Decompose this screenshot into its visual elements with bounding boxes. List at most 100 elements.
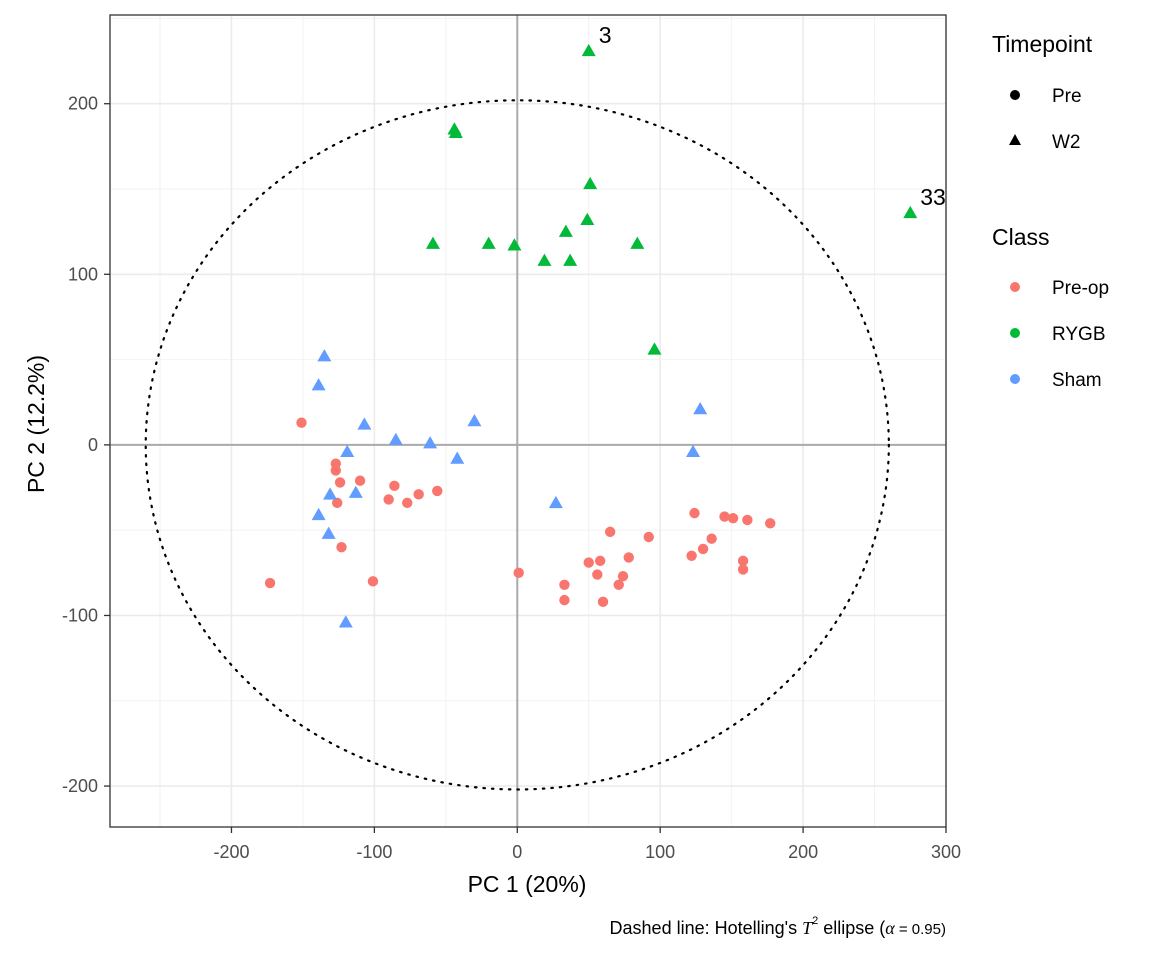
x-tick-label: -200 [213,842,249,862]
data-point [332,497,343,509]
caption-t: T [802,918,814,938]
x-axis-title: PC 1 (20%) [468,871,587,897]
legend-key-rygb [1010,328,1020,338]
x-tick-label: 200 [788,842,818,862]
data-point [481,236,496,249]
data-point [338,615,353,628]
data-point [686,550,697,561]
legend-label-sham: Sham [1052,370,1102,391]
data-point [742,514,753,526]
data-point [317,349,332,362]
data-point [697,543,709,555]
data-point [597,596,609,608]
data-point [413,489,424,500]
point-annotation: 3 [599,22,612,48]
data-point [581,43,596,57]
plot-panel: 333 [109,14,947,828]
data-point [548,495,563,509]
data-point [311,507,326,521]
data-point [559,594,570,606]
legend-label-rygb: RYGB [1052,324,1106,345]
panel-background [110,15,946,827]
caption-middle: ellipse ( [818,918,885,938]
data-point [264,577,276,589]
legend-label-w2: W2 [1052,132,1081,153]
hotelling-caption: Dashed line: Hotelling's T2 ellipse (α =… [610,915,946,938]
data-point [354,475,366,486]
data-point [594,555,606,567]
legend-key-pre-circle [1010,90,1020,100]
x-tick-label: 100 [645,842,675,862]
legend-key-pre-op [1010,282,1020,292]
data-point [630,236,645,249]
data-point [613,579,624,590]
data-point [311,378,326,391]
data-point [583,557,594,568]
x-tick-label: 0 [512,842,522,862]
x-tick-label: -100 [356,842,392,862]
data-point [330,465,341,476]
data-point [706,533,717,544]
data-point [348,485,363,498]
data-point [367,576,379,587]
data-point [432,485,443,497]
data-point [340,444,355,457]
data-point [357,417,372,430]
y-tick-label: 100 [68,264,98,284]
caption-prefix: Dashed line: Hotelling's [610,918,803,938]
x-tick-label: 300 [931,842,961,862]
series-pre-op [264,417,776,608]
data-point [737,564,749,575]
data-point [563,253,578,266]
legend-key-sham [1010,374,1020,384]
y-tick-label: 200 [68,94,98,114]
data-point [336,542,347,553]
data-point [296,417,307,428]
data-point [583,176,598,190]
data-point [388,432,403,446]
y-tick-label: -100 [62,605,98,625]
legend-key-w2-triangle [1009,134,1021,145]
caption-alpha: α [885,918,895,938]
data-point [686,444,701,457]
data-point [765,518,776,529]
data-point [559,579,570,590]
data-point [727,513,739,524]
data-point [321,526,336,539]
data-point [737,555,749,567]
legend-title-class: Class [992,224,1050,250]
legend-title-timepoint: Timepoint [992,31,1093,57]
data-point [513,567,524,579]
legend-label-pre: Pre [1052,86,1082,107]
panel-border [109,14,947,828]
axes: -200 -100 0 100 200 300 -200 -100 0 100 200 [62,94,961,862]
caption-suffix: = 0.95) [895,921,946,938]
data-point [558,224,573,237]
data-point [507,238,522,251]
y-tick-label: 0 [88,435,98,455]
point-annotation: 33 [920,184,946,210]
data-point [423,436,438,449]
data-point [604,526,616,538]
legend: Timepoint Pre W2 Class Pre-op RYGB Sham [992,31,1109,391]
data-point [689,507,700,519]
data-point [450,451,465,464]
series-rygb [425,43,918,355]
data-point [643,531,654,543]
data-point [402,497,413,509]
data-point [592,569,603,580]
series-sham [311,349,708,628]
data-point [448,125,463,138]
hotelling-ellipse [144,99,890,791]
data-point [580,212,595,225]
data-point [693,402,708,415]
data-point [425,236,440,249]
data-point [719,511,730,522]
data-point [903,205,918,219]
data-point [323,487,338,500]
data-point [537,253,552,266]
data-point [647,342,662,355]
y-tick-label: -200 [62,776,98,796]
data-point [383,494,394,505]
